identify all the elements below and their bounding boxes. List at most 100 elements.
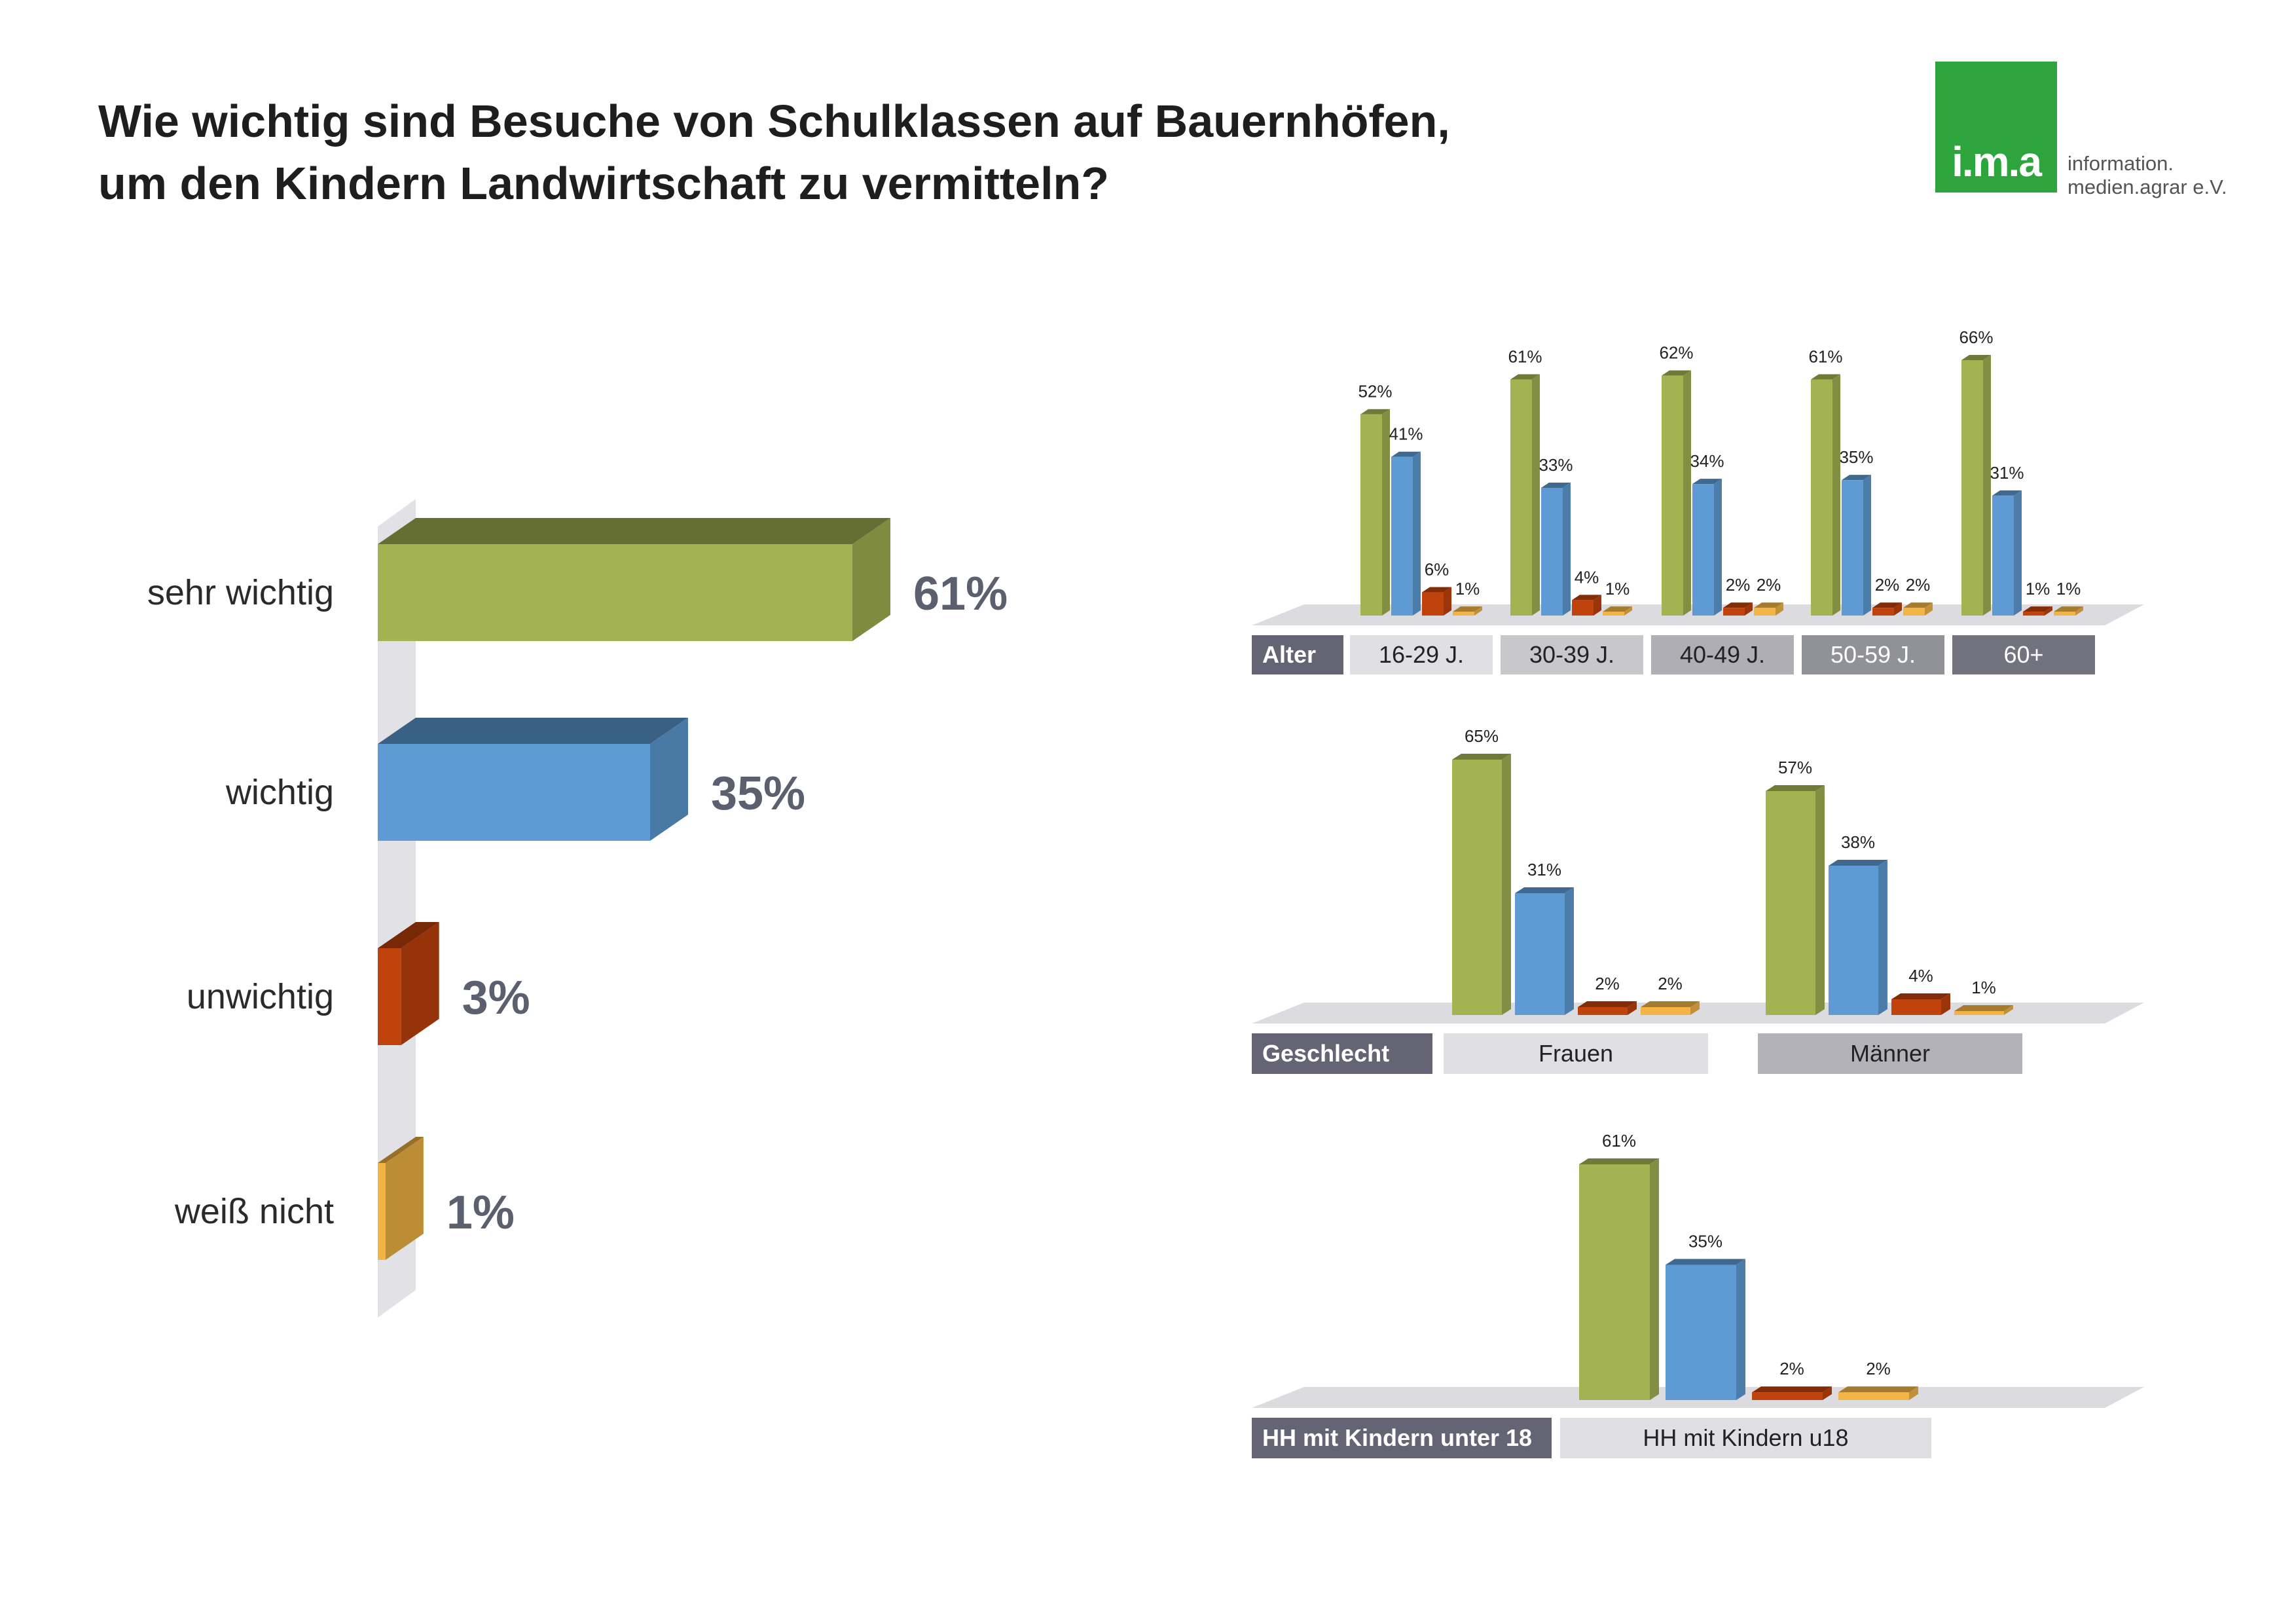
bar-front-face — [1723, 608, 1745, 616]
bar-side-face — [1563, 483, 1571, 616]
bar-unwichtig — [1891, 993, 1950, 1015]
bar-value-label: 4% — [1575, 567, 1599, 587]
bar-value-label: 2% — [1757, 575, 1781, 595]
bar-value-label: 65% — [1465, 726, 1499, 746]
main-bar-front-face — [378, 544, 852, 641]
bar-unwichtig — [1752, 1386, 1832, 1400]
bar-side-face — [1565, 887, 1574, 1015]
bar-top-face — [1579, 1158, 1659, 1164]
bar-sehr-wichtig — [1360, 409, 1390, 616]
ima-logo-mark: i.m.a — [1952, 138, 2042, 185]
category-label-box — [1651, 635, 1794, 674]
bar-side-face — [1532, 374, 1540, 616]
bar-front-face — [1641, 1007, 1690, 1015]
bar-front-face — [1754, 608, 1776, 616]
bar-wichtig — [1842, 475, 1871, 616]
bar-top-face — [1992, 490, 2022, 496]
bar-top-face — [1811, 374, 1840, 380]
bar-top-face — [1838, 1386, 1918, 1393]
bar-front-face — [1579, 1164, 1650, 1400]
bar-top-face — [1603, 606, 1632, 612]
bar-side-face — [2075, 606, 2083, 616]
bar-value-label: 2% — [1595, 974, 1620, 993]
bar-top-face — [2054, 606, 2083, 612]
bar-front-face — [1541, 488, 1563, 616]
bar-side-face — [1823, 1386, 1832, 1400]
bar-sehr-wichtig — [1811, 374, 1840, 616]
category-label: HH mit Kindern u18 — [1643, 1424, 1848, 1451]
bar-top-face — [1842, 475, 1871, 481]
bar-value-label: 41% — [1389, 424, 1423, 444]
bar-front-face — [1391, 456, 1413, 616]
bar-value-label: 31% — [1990, 463, 2024, 483]
bar-front-face — [1453, 612, 1474, 616]
bar-value-label: 66% — [1959, 327, 1993, 347]
main-bar-front-face — [378, 744, 650, 841]
main-category-label: sehr wichtig — [147, 573, 334, 612]
bar-front-face — [1829, 866, 1878, 1015]
bar-side-face — [1382, 409, 1390, 616]
bar-unwichtig — [1578, 1001, 1637, 1015]
main-bar-side-face — [852, 518, 890, 641]
bar-weiss-nicht — [1754, 602, 1783, 616]
bar-top-face — [1692, 479, 1722, 485]
bar-side-face — [1594, 595, 1601, 616]
bar-side-face — [1909, 1386, 1918, 1400]
bar-top-face — [1662, 370, 1691, 376]
bar-weiss-nicht — [1954, 1005, 2013, 1015]
bar-wichtig — [1992, 490, 2022, 616]
bar-value-label: 33% — [1539, 455, 1573, 475]
bar-weiss-nicht — [1603, 606, 1632, 616]
bar-top-face — [1422, 587, 1451, 593]
bar-top-face — [1961, 355, 1991, 360]
main-bar-sehr-wichtig — [378, 518, 890, 641]
bar-side-face — [1628, 1001, 1637, 1015]
bar-unwichtig — [1872, 602, 1902, 616]
bar-front-face — [1422, 592, 1444, 616]
bar-unwichtig — [2023, 606, 2052, 616]
bar-front-face — [1603, 612, 1624, 616]
main-bar-unwichtig — [378, 922, 439, 1045]
bar-wichtig — [1541, 483, 1571, 616]
bar-front-face — [1842, 480, 1863, 616]
bar-sehr-wichtig — [1961, 355, 1991, 616]
bar-top-face — [1578, 1001, 1637, 1007]
bar-side-face — [1941, 993, 1950, 1015]
bar-top-face — [1641, 1001, 1700, 1007]
bar-top-face — [1752, 1386, 1832, 1393]
bar-front-face — [1578, 1007, 1628, 1015]
bar-top-face — [1903, 602, 1933, 608]
bar-value-label: 61% — [1808, 347, 1842, 367]
bar-front-face — [1954, 1011, 2004, 1015]
bar-value-label: 2% — [1658, 974, 1683, 993]
bar-value-label: 52% — [1358, 382, 1392, 401]
bar-side-face — [1815, 785, 1825, 1015]
bar-front-face — [1961, 360, 1983, 616]
bar-value-label: 61% — [1602, 1131, 1636, 1151]
bar-unwichtig — [1572, 595, 1601, 616]
bar-value-label: 2% — [1779, 1359, 1804, 1378]
bar-value-label: 62% — [1659, 343, 1693, 363]
bar-side-face — [1714, 479, 1722, 616]
bar-weiss-nicht — [1453, 606, 1482, 616]
main-value-label: 61% — [913, 568, 1008, 620]
bar-value-label: 2% — [1866, 1359, 1891, 1378]
main-value-label: 35% — [711, 767, 805, 820]
main-bar-top-face — [378, 922, 439, 948]
bar-side-face — [1413, 451, 1421, 616]
bar-sehr-wichtig — [1452, 754, 1511, 1015]
bar-wichtig — [1692, 479, 1722, 616]
group-label: Geschlecht — [1262, 1040, 1389, 1067]
bar-top-face — [1541, 483, 1571, 488]
main-bar-side-face — [649, 718, 688, 841]
bar-side-face — [1624, 606, 1632, 616]
bar-top-face — [1572, 595, 1601, 600]
group-label: HH mit Kindern unter 18 — [1262, 1424, 1532, 1451]
bar-front-face — [1903, 608, 1925, 616]
bar-front-face — [1752, 1392, 1823, 1400]
category-label-box — [1758, 1033, 2022, 1074]
bar-value-label: 35% — [1839, 447, 1873, 467]
bar-side-face — [1983, 355, 1991, 616]
category-label: Männer — [1850, 1040, 1930, 1067]
bar-value-label: 35% — [1688, 1231, 1722, 1251]
